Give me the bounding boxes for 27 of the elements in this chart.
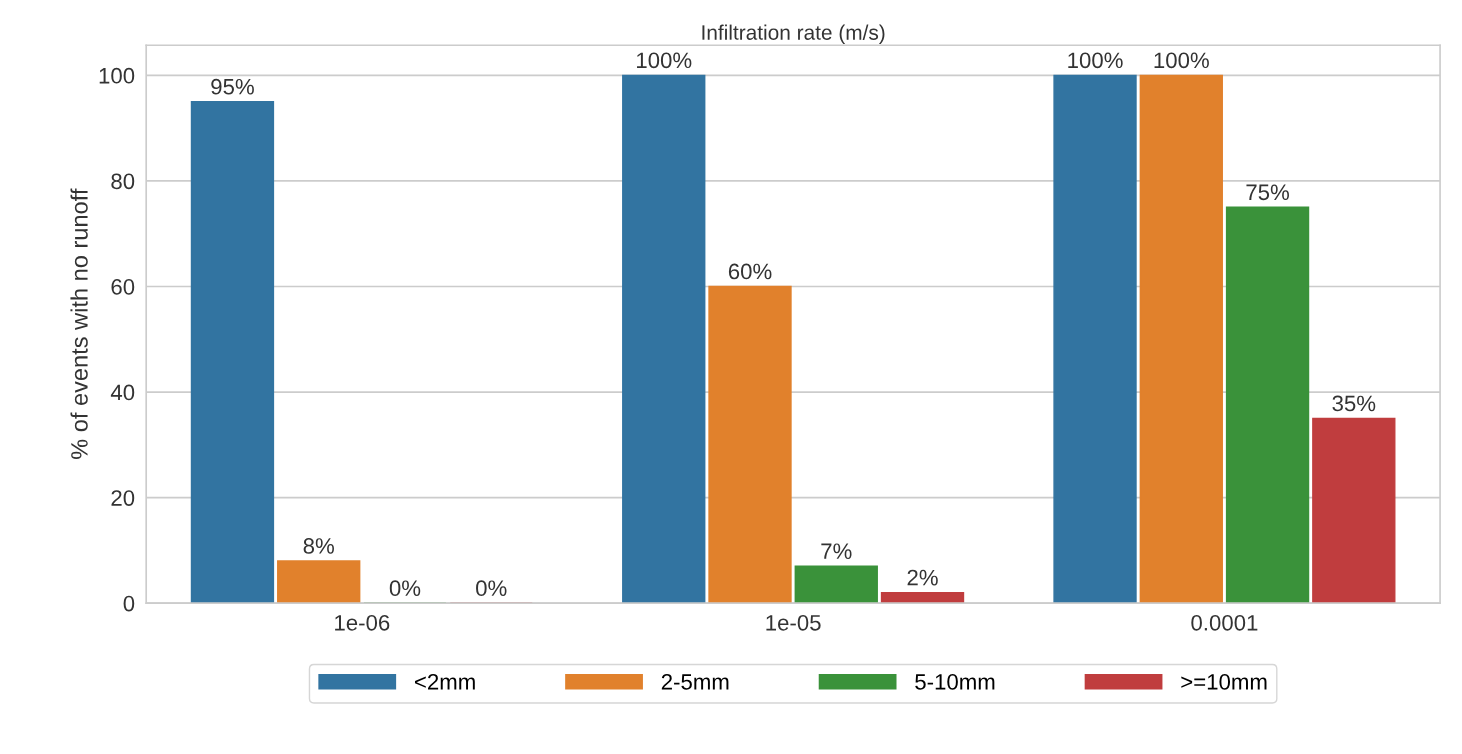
- legend-label: 2-5mm: [661, 674, 729, 690]
- y-axis-title: % of events with no runoff: [70, 188, 88, 459]
- data-label: 95%: [211, 78, 254, 95]
- x-axis-title: Infiltration rate (m/s): [702, 24, 885, 44]
- y-tick-label: 20: [111, 490, 135, 506]
- data-label: 35%: [1332, 395, 1376, 412]
- legend-label: <2mm: [415, 674, 475, 690]
- data-label: 0%: [389, 580, 421, 597]
- y-tick-label: 100: [99, 67, 135, 84]
- y-tick-label: 60: [111, 279, 135, 295]
- data-label: 7%: [821, 543, 852, 559]
- data-label: 75%: [1246, 184, 1289, 201]
- data-label: 0%: [476, 580, 507, 597]
- y-tick-label: 0: [123, 595, 135, 612]
- data-label: 8%: [303, 538, 334, 554]
- data-label: 100%: [637, 52, 692, 69]
- data-label: 60%: [728, 263, 772, 280]
- data-label: 100%: [1068, 52, 1123, 69]
- data-label: 2%: [907, 569, 938, 586]
- x-tick-label: 1e-05: [766, 614, 821, 631]
- y-tick-label: 40: [110, 384, 135, 401]
- legend-label: 5-10mm: [915, 674, 995, 690]
- x-tick-label: 1e-06: [335, 614, 390, 631]
- data-label: 100%: [1154, 52, 1209, 69]
- x-tick-label: 0.0001: [1191, 614, 1258, 631]
- y-tick-label: 80: [111, 173, 135, 190]
- legend-label: >=10mm: [1181, 674, 1267, 690]
